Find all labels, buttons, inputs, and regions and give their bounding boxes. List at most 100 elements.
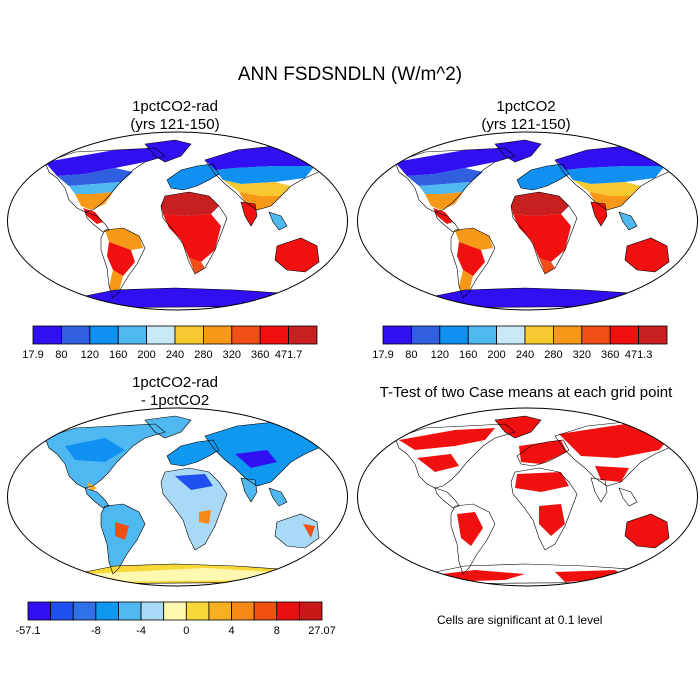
colorbar-swatch [202,325,233,345]
map-region [457,512,483,546]
colorbar-label: 280 [194,349,212,361]
map-region [625,514,669,548]
coastline-greenland [144,139,192,163]
panel-2-title-line1: 1pctCO2 [496,98,556,115]
coastline-australia [274,237,320,273]
colorbar-label: 8 [274,625,280,637]
colorbar-swatch [140,601,165,621]
coastline-seAsia [268,487,288,507]
colorbar-swatch [118,601,142,621]
colorbar-label: 240 [516,349,534,361]
panel-4-title-line1: T-Test of two Case means at each grid po… [379,384,673,401]
colorbar-label: 80 [405,349,417,361]
coastline-northAmerica [394,147,516,213]
map-region [595,466,629,482]
coastline-europe [516,439,570,467]
coastline-africa [510,191,578,275]
coastline-seAsia [618,211,638,231]
map-region [395,148,515,176]
map-region [239,192,281,210]
colorbar-label: 200 [487,349,505,361]
map-region [419,182,471,194]
significance-note: Cells are significant at 0.1 level [437,613,603,627]
map-border [7,131,348,311]
colorbar-swatch [259,325,289,345]
map-region [199,510,211,524]
map-region [407,168,483,186]
map-panel-1 [7,131,348,311]
colorbar-label: 27.07 [308,625,336,637]
colorbar-swatch [72,601,97,621]
coastline-africa [160,191,228,275]
coastline-southAmerica [450,227,496,299]
map-region [515,472,569,492]
map-region [45,148,165,176]
coastline-europe [516,163,570,191]
coastline-centralAm [84,487,110,509]
colorbar-label: 160 [109,349,127,361]
map-region [625,238,669,272]
colorbar-swatch [95,601,119,621]
map-region [511,192,569,216]
colorbar-label: 320 [573,349,591,361]
map-region [269,212,287,230]
colorbar-label: 120 [81,349,99,361]
colorbar-label: 17.9 [22,349,43,361]
colorbar-label: 80 [55,349,67,361]
coastline-centralAm [434,487,460,509]
map-border [357,407,698,587]
panel-1-title-line1: 1pctCO2-rad [132,98,218,115]
coastline-europe [166,439,220,467]
map-region [175,474,213,490]
panel-2-title-line2: (yrs 121-150) [481,116,571,133]
map-region [163,214,221,262]
colorbar-swatch [467,325,497,345]
map-panel-3 [7,407,348,587]
colorbar-swatch [411,325,441,345]
coastline-india [240,477,258,503]
colorbar-swatch [276,601,300,621]
colorbar-swatch [253,601,278,621]
map-region [167,440,219,466]
coastline-greenland [494,415,542,439]
panel-1-title-line2: (yrs 121-150) [130,116,220,133]
coastline-europe [166,163,220,191]
map-region [589,192,631,210]
map-region [57,168,133,186]
map-region [69,182,121,194]
coastline-india [590,201,608,227]
colorbar-swatch [638,325,668,345]
map-region [425,192,463,210]
colorbar-swatch [552,325,583,345]
panel-3-title-line1: 1pctCO2-rad [132,374,218,391]
colorbar-swatch [524,325,554,345]
map-region [417,454,459,472]
coastline-africa [510,467,578,551]
map-region [223,180,291,196]
colorbar-swatch [163,601,187,621]
coastline-southAmerica [100,503,146,575]
coastline-india [590,477,608,503]
map-region [241,478,257,502]
colorbar-swatch [496,325,526,345]
colorbar-label: 471.3 [625,349,653,361]
map-region [161,192,219,216]
map-region [399,428,495,450]
colorbar-swatch [609,325,639,345]
main-title: ANN FSDSNDLN (W/m^2) [237,64,463,85]
colorbar-label: 471.7 [275,349,303,361]
colorbar-panel-2: 17.9 80 120 160 200 240 280 320 360 471.3 [372,325,668,361]
colorbar-panel-1: 17.9 80 120 160 200 240 280 320 360 471.7 [22,325,318,361]
colorbar-label: -4 [136,625,146,637]
coastline-seAsia [618,487,638,507]
coastline-greenland [494,139,542,163]
coastline-greenland [144,415,192,439]
map-region [539,504,565,536]
map-border [7,407,348,587]
panel-3-title-line2: - 1pctCO2 [140,392,210,409]
coastline-northAmerica [394,423,516,489]
colorbar-swatch [288,325,318,345]
colorbar-swatch [174,325,204,345]
colorbar-label: 200 [137,349,155,361]
colorbar-swatch [382,325,412,345]
